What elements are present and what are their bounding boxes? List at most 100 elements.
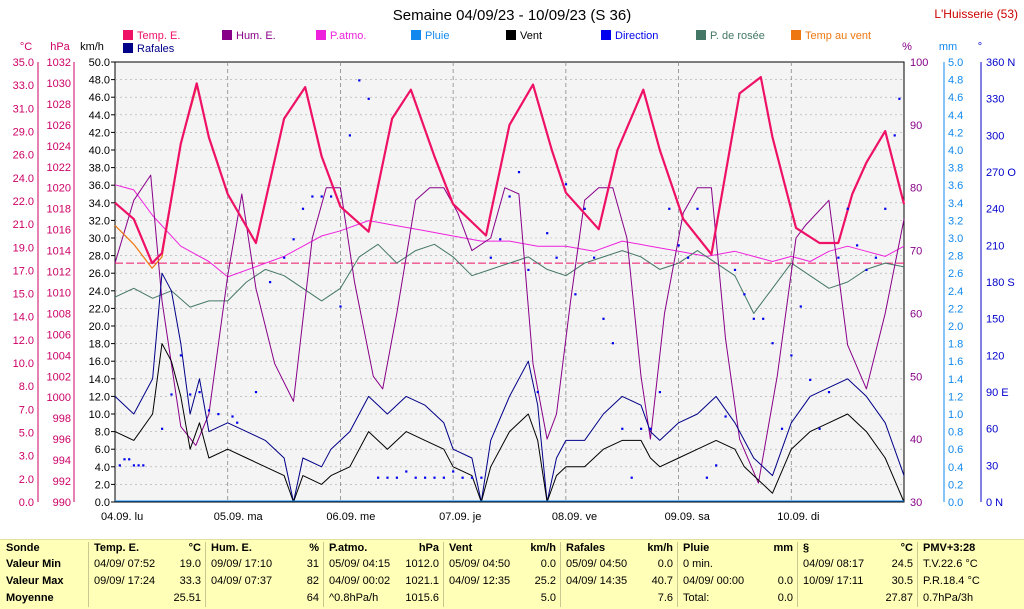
table-block: PMV+3:28 T.V.22.6 °C P.R.18.4 °C 0.7hPa/3h: [917, 540, 1024, 609]
direction-point: [846, 207, 849, 210]
table-cell-date: 04/09/ 00:02: [329, 575, 391, 587]
legend-swatch: [316, 30, 326, 40]
legend-label: Hum. E.: [236, 30, 276, 42]
direction-point: [424, 476, 427, 479]
vent-tick-label: 16.0: [89, 356, 110, 368]
table-cell-value: 30.5: [891, 575, 913, 587]
series: [114, 76, 906, 503]
table-block: Rafales km/h 05/09/ 04:50 0.0 04/09/ 14:35 40…: [560, 540, 677, 609]
table-separator: [205, 542, 206, 607]
direction-point: [123, 458, 126, 461]
direction-point: [137, 464, 140, 467]
temp-tick-label: 31.0: [13, 103, 34, 115]
direction-point: [743, 293, 746, 296]
direction-point: [433, 476, 436, 479]
vent-tick-label: 4.0: [95, 462, 110, 474]
direction-point: [762, 317, 765, 320]
table-cell-date: 0 min.: [683, 558, 713, 570]
hum-tick-label: 100: [910, 57, 928, 69]
table-cell-value: 40.7: [651, 575, 673, 587]
table-cell-date: ^0.8hPa/h: [329, 592, 379, 604]
dir-unit: °: [978, 41, 982, 53]
pluie-tick-label: 4.4: [948, 110, 963, 122]
table-cell-value: 1021.1: [405, 575, 439, 587]
direction-point: [837, 256, 840, 259]
direction-point: [687, 256, 690, 259]
temp-tick-label: 26.0: [13, 150, 34, 162]
temp-tick-label: 12.0: [13, 335, 34, 347]
patmo-tick-label: 990: [53, 497, 71, 509]
direction-point: [377, 476, 380, 479]
dir-tick-label: 30: [986, 460, 998, 472]
pluie-tick-label: 4.0: [948, 145, 963, 157]
day-label: 05.09. ma: [214, 511, 264, 523]
table-block: Pluie mm 0 min. 04/09/ 00:00 0.0 Total: 0.0: [677, 540, 797, 609]
direction-point: [649, 427, 652, 430]
vent-tick-label: 18.0: [89, 339, 110, 351]
table-cell-date: 04/09/ 12:35: [449, 575, 511, 587]
direction-point: [893, 134, 896, 137]
temp-tick-label: 35.0: [13, 57, 34, 69]
pluie-tick-label: 1.6: [948, 356, 963, 368]
table-row: 09/09/ 17:10 31: [205, 556, 323, 573]
direction-point: [593, 256, 596, 259]
patmo-tick-label: 1022: [47, 162, 71, 174]
temp-tick-label: 22.0: [13, 196, 34, 208]
table-label-avg: Moyenne: [6, 592, 54, 604]
vent-tick-label: 2.0: [95, 479, 110, 491]
temp-tick-label: 29.0: [13, 126, 34, 138]
pluie-tick-label: 4.8: [948, 75, 963, 87]
table-cell-date: 09/09/ 17:24: [94, 575, 156, 587]
table-label-min: Valeur Min: [6, 558, 62, 570]
legend-swatch: [791, 30, 801, 40]
table-cell-value: 25.2: [534, 575, 556, 587]
vent-tick-label: 32.0: [89, 215, 110, 227]
patmo-tick-label: 1018: [47, 204, 71, 216]
axes: 35.0 33.0 31.0 29.0 26.0 24.0 22.0 21.0 19.0 17.0…: [13, 41, 1017, 509]
table-cell-date: P.R.18.4 °C: [923, 575, 980, 587]
direction-point: [311, 195, 314, 198]
direction-point: [827, 391, 831, 394]
table-cell-value: 33.3: [179, 575, 201, 587]
table-block-name: §: [803, 542, 810, 554]
direction-point: [555, 256, 558, 259]
dir-tick-label: 330: [986, 94, 1004, 106]
table-row: 04/09/ 07:52 19.0: [88, 556, 205, 573]
table-block: P.atmo. hPa 05/09/ 04:15 1012.0 04/09/ 00:02…: [323, 540, 443, 609]
humidity-series-line: [114, 174, 905, 484]
table-cell-date: 05/09/ 04:15: [329, 558, 391, 570]
legend-swatch: [506, 30, 516, 40]
direction-point: [733, 268, 737, 271]
pluie-tick-label: 2.2: [948, 303, 963, 315]
temp-tick-label: 0.0: [19, 497, 34, 509]
patmo-unit: hPa: [50, 41, 70, 53]
table-cell-value: 19.0: [179, 558, 201, 570]
vent-tick-label: 34.0: [89, 198, 110, 210]
table-row: 09/09/ 17:24 33.3: [88, 573, 205, 590]
patmo-tick-label: 1000: [47, 392, 71, 404]
table-cell-value: 0.0: [540, 558, 556, 570]
temperature-series-line: [114, 76, 906, 265]
patmo-tick-label: 1026: [47, 120, 71, 132]
stats-table: Sonde Valeur Min Valeur Max Moyenne Temp. E.…: [0, 539, 1024, 609]
legend-swatch: [696, 30, 706, 40]
table-separator: [797, 542, 798, 607]
pluie-tick-label: 0.0: [948, 497, 963, 509]
direction-point: [461, 476, 464, 479]
vent-tick-label: 24.0: [89, 286, 110, 298]
vent-tick-label: 0.0: [95, 497, 110, 509]
legend-swatch: [411, 30, 421, 40]
direction-point: [630, 476, 633, 479]
pluie-tick-label: 3.8: [948, 163, 963, 175]
direction-point: [602, 317, 605, 320]
patmo-tick-label: 992: [53, 476, 71, 488]
chart-title: Semaine 04/09/23 - 10/09/23 (S 36): [393, 7, 632, 24]
table-separator: [88, 542, 89, 607]
direction-point: [283, 256, 286, 259]
vent-tick-label: 38.0: [89, 163, 110, 175]
pluie-tick-label: 1.8: [948, 339, 963, 351]
hum-tick-label: 30: [910, 497, 922, 509]
grid: 04.09. lu 05.09. ma 06.09. me 07.09. je 08.0…: [101, 62, 904, 523]
legend-swatch: [222, 30, 232, 40]
vent-unit: km/h: [80, 41, 104, 53]
